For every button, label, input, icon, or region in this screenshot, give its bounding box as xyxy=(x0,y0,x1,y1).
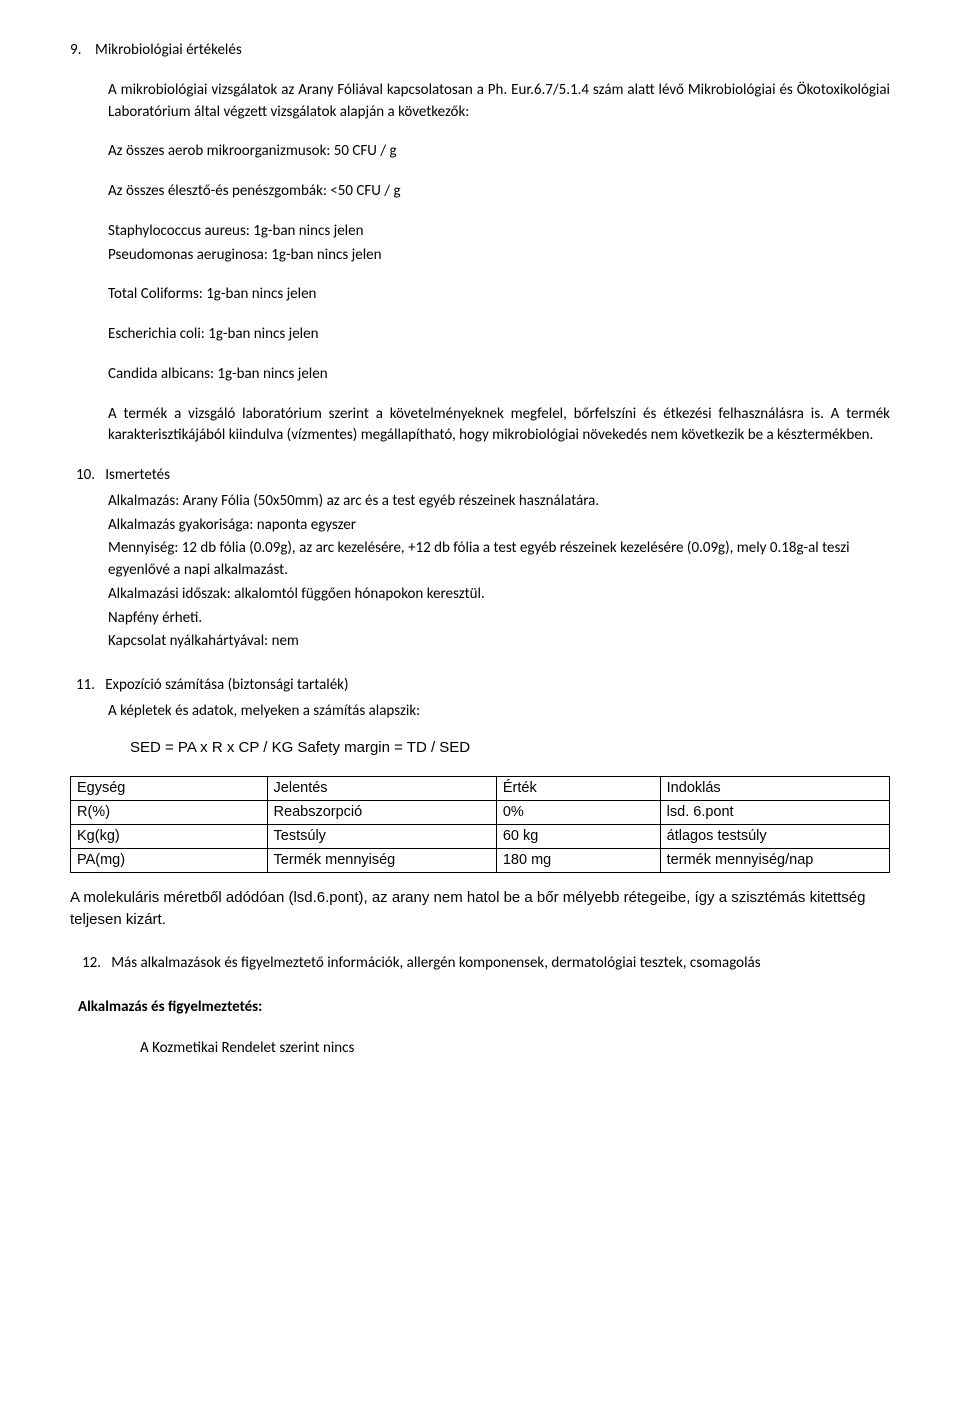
section-10-title: Ismertetés xyxy=(105,466,170,484)
table-cell: 0% xyxy=(496,801,660,825)
table-cell: Termék mennyiség xyxy=(267,849,496,873)
section-12-head: 12. Más alkalmazások és figyelmeztető in… xyxy=(70,953,890,975)
table-header-cell: Érték xyxy=(496,777,660,801)
section-11-title: Expozíció számítása (biztonsági tartalék… xyxy=(105,676,348,694)
section-9-num: 9. xyxy=(70,41,81,59)
table-row: PA(mg) Termék mennyiség 180 mg termék me… xyxy=(71,849,890,873)
s10-l5: Napfény érheti. xyxy=(108,608,890,630)
section-9-head: 9. Mikrobiológiai értékelés xyxy=(70,40,890,62)
table-row: Egység Jelentés Érték Indoklás xyxy=(71,777,890,801)
s9-aerob: Az összes aerob mikroorganizmusok: 50 CF… xyxy=(108,141,890,163)
section-12-title: Más alkalmazások és figyelmeztető inform… xyxy=(111,954,760,972)
s9-cand: Candida albicans: 1g-ban nincs jelen xyxy=(108,364,890,386)
s10-l2: Alkalmazás gyakorisága: naponta egyszer xyxy=(108,515,890,537)
table-cell: R(%) xyxy=(71,801,268,825)
s10-l3: Mennyiség: 12 db fólia (0.09g), az arc k… xyxy=(108,538,890,582)
table-row: R(%) Reabszorpció 0% lsd. 6.pont xyxy=(71,801,890,825)
table-cell: termék mennyiség/nap xyxy=(660,849,889,873)
s9-eleszto: Az összes élesztő-és penészgombák: <50 C… xyxy=(108,181,890,203)
s9-pseud: Pseudomonas aeruginosa: 1g-ban nincs jel… xyxy=(108,245,890,267)
table-cell: lsd. 6.pont xyxy=(660,801,889,825)
s9-staph: Staphylococcus aureus: 1g-ban nincs jele… xyxy=(108,221,890,243)
section-10-num: 10. xyxy=(76,466,95,484)
s10-l1: Alkalmazás: Arany Fólia (50x50mm) az arc… xyxy=(108,491,890,513)
table-cell: 60 kg xyxy=(496,825,660,849)
s9-colif: Total Coliforms: 1g-ban nincs jelen xyxy=(108,284,890,306)
table-cell: Testsúly xyxy=(267,825,496,849)
s9-intro: A mikrobiológiai vizsgálatok az Arany Fó… xyxy=(108,80,890,124)
units-table: Egység Jelentés Érték Indoklás R(%) Reab… xyxy=(70,776,890,873)
s11-sub: A képletek és adatok, melyeken a számítá… xyxy=(108,701,890,723)
section-10-head: 10. Ismertetés xyxy=(70,465,890,487)
table-header-cell: Indoklás xyxy=(660,777,889,801)
table-cell: átlagos testsúly xyxy=(660,825,889,849)
section-12-num: 12. xyxy=(82,954,101,972)
section-11-head: 11. Expozíció számítása (biztonsági tart… xyxy=(70,675,890,697)
table-header-cell: Jelentés xyxy=(267,777,496,801)
table-cell: PA(mg) xyxy=(71,849,268,873)
app-warn-heading: Alkalmazás és figyelmeztetés: xyxy=(78,997,890,1019)
s9-ecoli: Escherichia coli: 1g-ban nincs jelen xyxy=(108,324,890,346)
s9-concl: A termék a vizsgáló laboratórium szerint… xyxy=(108,404,890,448)
table-cell: Reabszorpció xyxy=(267,801,496,825)
section-11-num: 11. xyxy=(76,676,95,694)
molecular-note: A molekuláris méretből adódóan (lsd.6.po… xyxy=(70,887,890,931)
app-warn-body: A Kozmetikai Rendelet szerint nincs xyxy=(140,1038,890,1060)
section-9-title: Mikrobiológiai értékelés xyxy=(95,41,242,59)
table-cell: 180 mg xyxy=(496,849,660,873)
s10-l6: Kapcsolat nyálkahártyával: nem xyxy=(108,631,890,653)
table-cell: Kg(kg) xyxy=(71,825,268,849)
s10-l4: Alkalmazási időszak: alkalomtól függően … xyxy=(108,584,890,606)
s11-formula: SED = PA x R x CP / KG Safety margin = T… xyxy=(130,737,890,759)
table-row: Kg(kg) Testsúly 60 kg átlagos testsúly xyxy=(71,825,890,849)
table-header-cell: Egység xyxy=(71,777,268,801)
